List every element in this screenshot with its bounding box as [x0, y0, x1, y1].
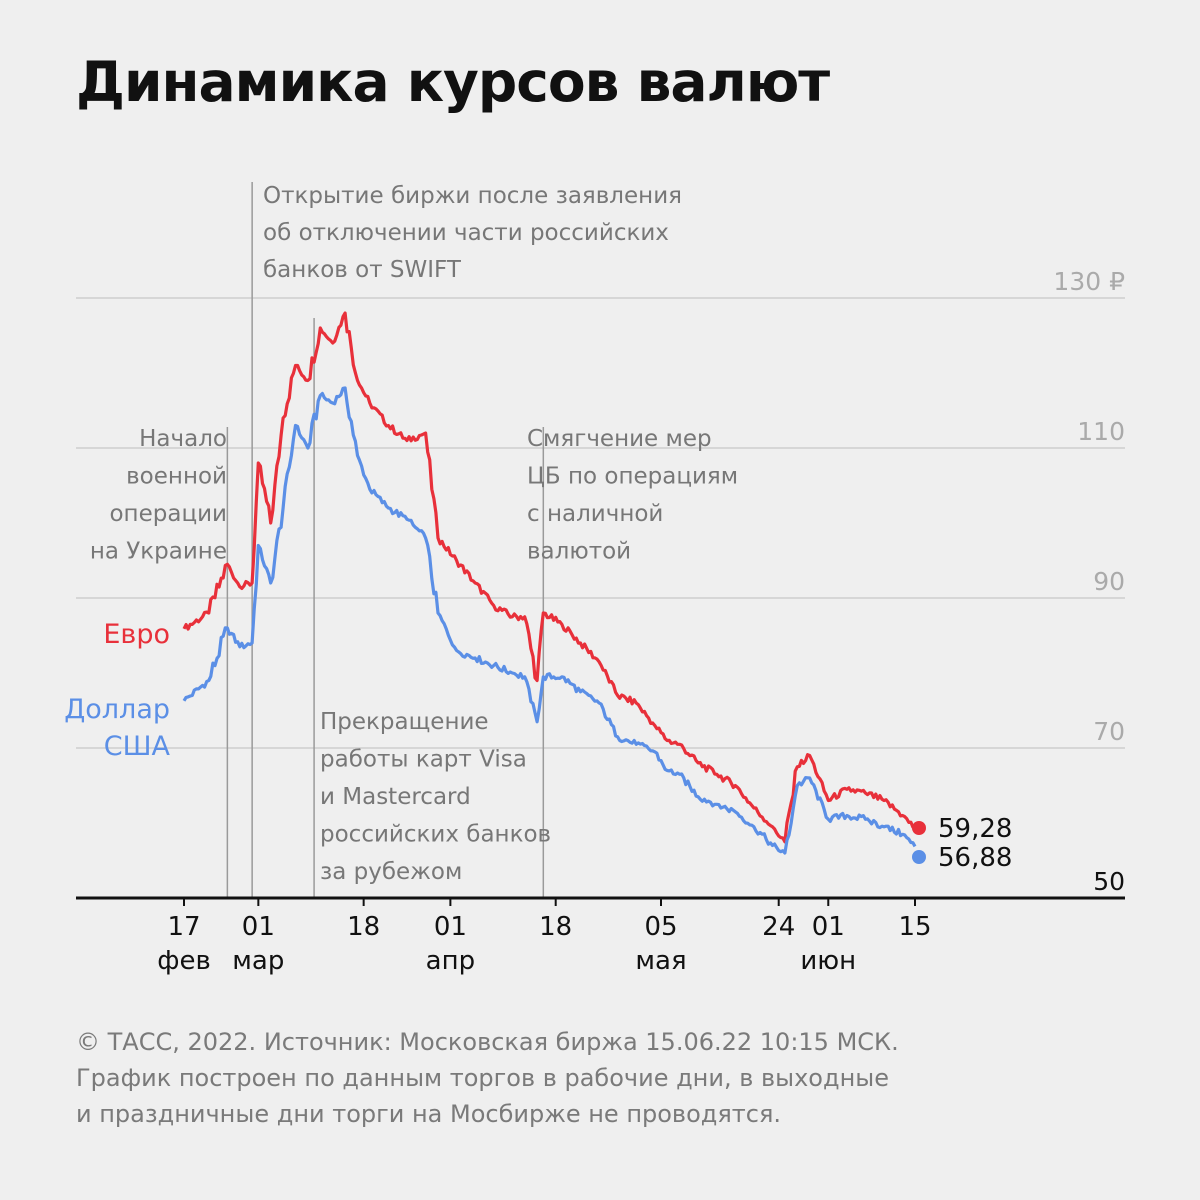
- annotation-text: об отключении части российских: [263, 220, 669, 246]
- x-tick-label: 15: [898, 912, 931, 942]
- footnote-line-1: © ТАСС, 2022. Источник: Московская биржа…: [76, 1028, 899, 1056]
- y-tick-label: 70: [1093, 717, 1125, 746]
- footnote-line-3: и праздничные дни торги на Мосбирже не п…: [76, 1100, 782, 1128]
- x-tick-label: 01: [434, 912, 467, 942]
- annotation-text: военной: [126, 464, 227, 490]
- x-tick-label: 05: [644, 912, 677, 942]
- annotation-text: за рубежом: [320, 859, 462, 885]
- series-end-marker: [912, 850, 926, 864]
- x-tick-label: 18: [539, 912, 572, 942]
- y-tick-label: 90: [1093, 567, 1125, 596]
- footnote-line-2: График построен по данным торгов в рабоч…: [76, 1064, 889, 1092]
- annotation-text: работы карт Visa: [320, 747, 527, 773]
- annotation-text: и Mastercard: [320, 784, 471, 810]
- x-tick-label: 17: [167, 912, 200, 942]
- annotation-text: Смягчение мер: [527, 426, 712, 452]
- annotation-text: банков от SWIFT: [263, 257, 462, 283]
- annotation-text: российских банков: [320, 822, 551, 848]
- y-tick-label: 110: [1077, 417, 1125, 446]
- legend-label: США: [104, 731, 171, 762]
- series-line-0: [182, 311, 916, 844]
- x-tick-month-label: мар: [232, 946, 284, 976]
- page-title: Динамика курсов валют: [76, 50, 830, 114]
- annotation-text: Открытие биржи после заявления: [263, 183, 682, 209]
- x-tick-month-label: фев: [157, 946, 211, 976]
- x-tick-label: 01: [812, 912, 845, 942]
- series-line-1: [182, 386, 917, 855]
- series-end-value: 59,28: [938, 814, 1012, 844]
- annotation-text: ЦБ по операциям: [527, 464, 738, 490]
- y-tick-label: 130 ₽: [1053, 267, 1125, 296]
- x-tick-label: 24: [762, 912, 795, 942]
- x-tick-month-label: мая: [635, 946, 686, 976]
- legend-label: Доллар: [64, 694, 170, 725]
- annotation-text: с наличной: [527, 501, 663, 527]
- annotation-text: операции: [109, 501, 227, 527]
- annotation-text: Начало: [139, 426, 227, 452]
- annotation-text: Прекращение: [320, 709, 489, 735]
- series-end-marker: [912, 821, 926, 835]
- series-end-value: 56,88: [938, 843, 1012, 873]
- x-tick-month-label: июн: [800, 946, 856, 976]
- annotation-text: на Украине: [90, 539, 227, 565]
- y-tick-label: 50: [1093, 867, 1125, 896]
- annotation-text: валютой: [527, 539, 631, 565]
- footnote: © ТАСС, 2022. Источник: Московская биржа…: [76, 1024, 899, 1132]
- x-tick-label: 01: [242, 912, 275, 942]
- legend-label: Евро: [103, 619, 170, 650]
- x-tick-month-label: апр: [426, 946, 475, 976]
- x-tick-label: 18: [347, 912, 380, 942]
